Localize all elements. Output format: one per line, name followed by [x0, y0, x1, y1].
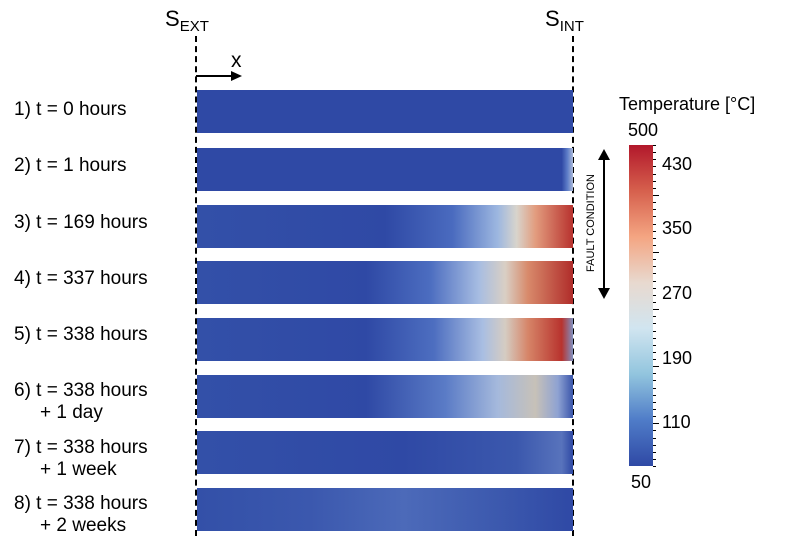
colorbar-minor-tick [653, 266, 656, 268]
row-bar-8 [197, 488, 573, 531]
row-label-3: 3) t = 169 hours [14, 212, 148, 233]
colorbar-minor-tick [653, 444, 656, 446]
colorbar-minor-tick [653, 380, 656, 382]
colorbar-label-350: 350 [662, 218, 693, 238]
surface-int-boundary [572, 36, 574, 536]
colorbar-minor-tick [653, 244, 656, 246]
colorbar-minor-tick [653, 466, 656, 467]
surface-ext-main: S [165, 6, 180, 31]
colorbar-minor-tick [653, 437, 656, 439]
colorbar-major-tick [653, 366, 659, 368]
colorbar-minor-tick [653, 166, 656, 168]
fault-condition-arrow [598, 149, 610, 299]
colorbar-minor-tick [653, 209, 656, 211]
colorbar-minor-tick [653, 451, 656, 453]
row-label-6: 6) t = 338 hours + 1 day [14, 380, 148, 423]
colorbar-major-tick [653, 252, 659, 253]
colorbar-minor-tick [653, 202, 656, 204]
colorbar-minor-tick [653, 458, 656, 460]
colorbar-minor-tick [653, 430, 656, 432]
colorbar-minor-tick [653, 180, 656, 182]
surface-ext-boundary [195, 36, 197, 536]
surface-ext-sub: EXT [179, 18, 209, 35]
row-label-2: 2) t = 1 hours [14, 155, 127, 176]
colorbar-minor-tick [653, 387, 656, 389]
x-axis-label: x [231, 49, 242, 72]
row-bar-5 [197, 318, 573, 361]
colorbar-minor-tick [653, 416, 656, 418]
colorbar-min-label: 50 [631, 472, 652, 492]
colorbar-title: Temperature [°C] [619, 94, 756, 114]
row-label-1: 1) t = 0 hours [14, 99, 127, 120]
colorbar-minor-tick [653, 408, 656, 410]
colorbar-major-tick [653, 423, 659, 425]
x-axis-arrow [196, 71, 242, 81]
row-label-5: 5) t = 338 hours [14, 324, 148, 345]
colorbar-minor-tick [653, 373, 656, 375]
colorbar-minor-tick [653, 152, 656, 154]
colorbar-minor-tick [653, 323, 656, 325]
fault-condition-label: FAULT CONDITION [585, 174, 597, 272]
colorbar-major-tick [653, 194, 659, 196]
row-bar-1 [197, 90, 573, 133]
row-bar-3 [197, 205, 573, 248]
colorbar-minor-tick [653, 330, 656, 332]
colorbar-ticks [653, 145, 659, 467]
colorbar-minor-tick [653, 145, 656, 146]
colorbar-minor-tick [653, 223, 656, 225]
colorbar-minor-tick [653, 159, 656, 161]
colorbar-minor-tick [653, 187, 656, 189]
row-bar-4 [197, 261, 573, 304]
colorbar-minor-tick [653, 237, 656, 239]
colorbar-minor-tick [653, 216, 656, 218]
colorbar-minor-tick [653, 337, 656, 339]
colorbar-minor-tick [653, 273, 656, 275]
surface-int-sub: INT [559, 18, 584, 35]
colorbar-label-430: 430 [662, 154, 693, 174]
colorbar-minor-tick [653, 394, 656, 396]
colorbar-major-tick [653, 309, 659, 311]
colorbar-label-270: 270 [662, 283, 693, 303]
colorbar-gradient [629, 145, 653, 466]
colorbar-minor-tick [653, 351, 656, 353]
colorbar-minor-tick [653, 230, 656, 232]
row-bar-7 [197, 431, 573, 474]
row-label-4: 4) t = 337 hours [14, 268, 148, 289]
row-bar-6 [197, 375, 573, 418]
row-label-8: 8) t = 338 hours + 2 weeks [14, 493, 148, 536]
row-label-7: 7) t = 338 hours + 1 week [14, 437, 148, 480]
colorbar-minor-tick [653, 173, 656, 175]
colorbar-max-label: 500 [628, 120, 659, 140]
colorbar-minor-tick [653, 280, 656, 282]
colorbar-minor-tick [653, 316, 656, 318]
colorbar-minor-tick [653, 401, 656, 403]
row-bar-2 [197, 148, 573, 191]
surface-int-label: SINT [545, 6, 584, 35]
colorbar-minor-tick [653, 259, 656, 261]
colorbar-minor-tick [653, 301, 656, 303]
colorbar-label-190: 190 [662, 348, 693, 368]
colorbar-minor-tick [653, 294, 656, 296]
colorbar-minor-tick [653, 287, 656, 289]
colorbar-minor-tick [653, 359, 656, 360]
colorbar-label-110: 110 [662, 412, 691, 432]
colorbar-minor-tick [653, 344, 656, 346]
surface-ext-label: SEXT [165, 6, 209, 35]
surface-int-main: S [545, 6, 560, 31]
